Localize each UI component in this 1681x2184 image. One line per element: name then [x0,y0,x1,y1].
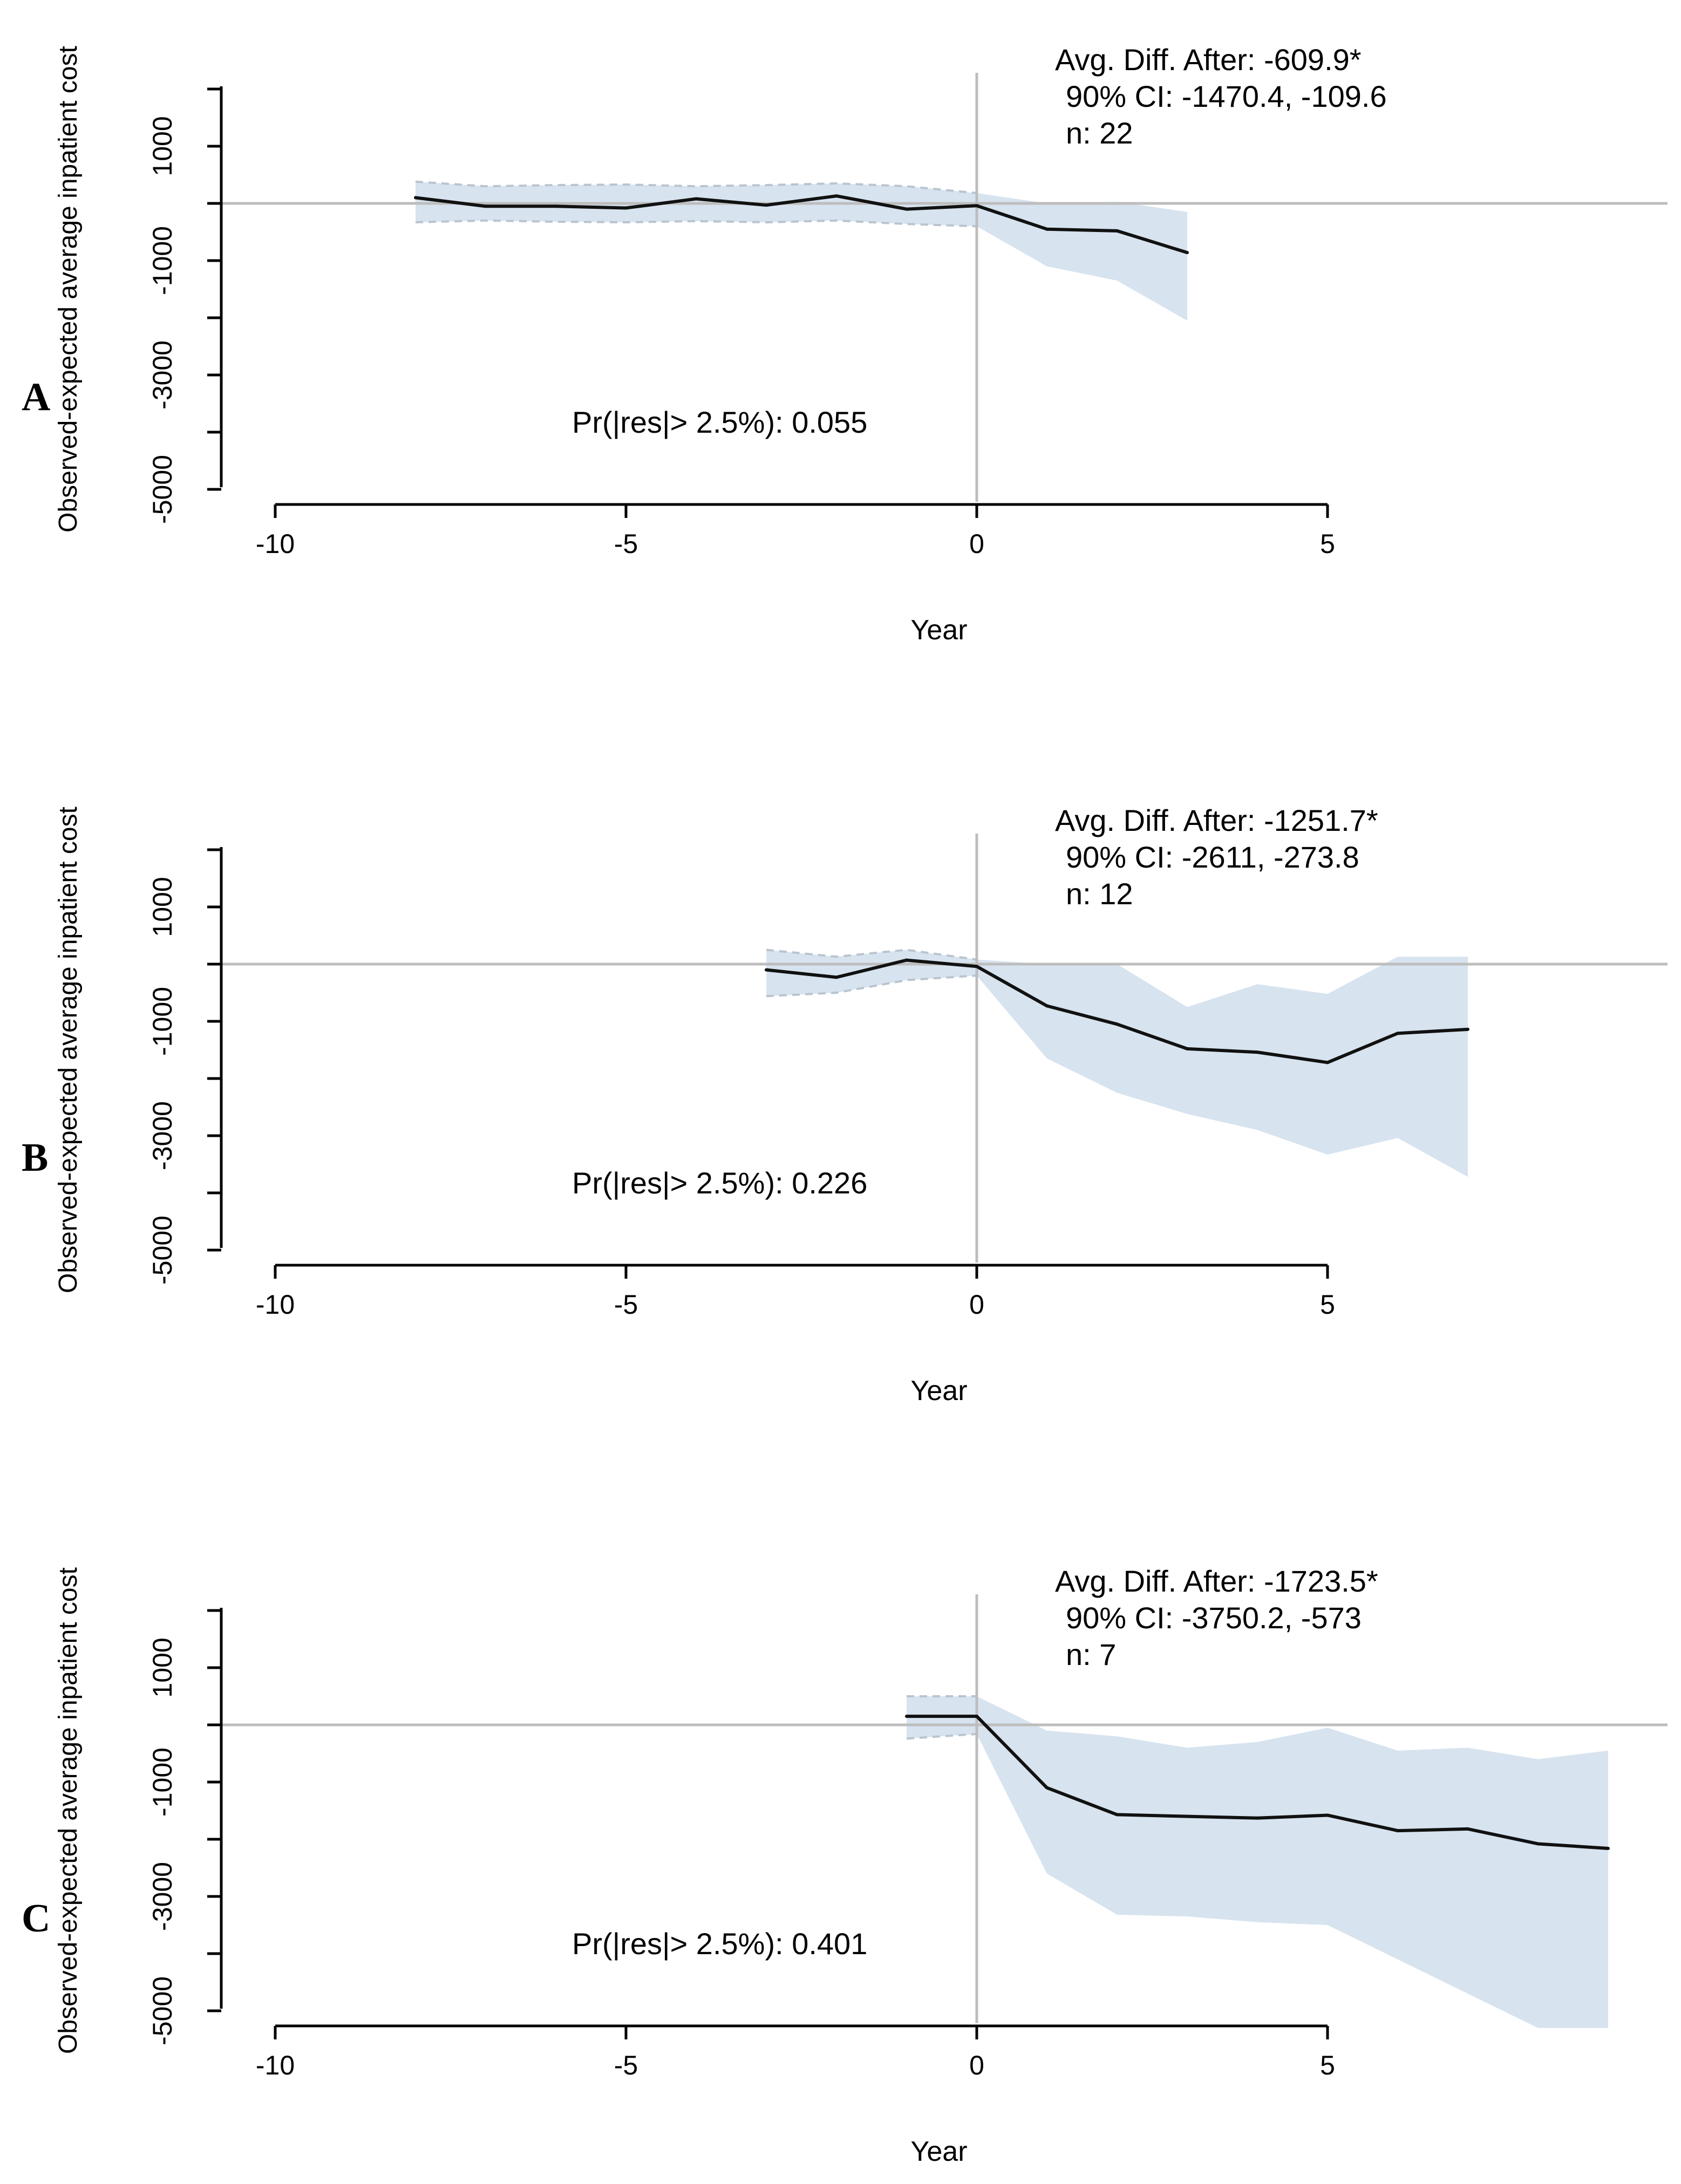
data-point [695,197,698,201]
ci-annotation: 90% CI: -2611, -273.8 [1066,840,1359,874]
pr-annotation: Pr(|res|> 2.5%): 0.401 [572,1927,867,1961]
y-tick-label: 1000 [147,877,178,937]
y-axis-title: Observed-expected average inpatient cost [54,46,83,533]
confidence-band [416,181,1187,321]
data-point [1256,1816,1259,1820]
y-tick-label: -5000 [147,1976,178,2045]
y-tick-label: -1000 [147,987,178,1056]
data-point [1396,1829,1399,1833]
data-point [975,204,978,208]
data-point [1115,1022,1119,1026]
data-point [1607,1846,1610,1850]
data-point [835,194,838,198]
n-annotation: n: 7 [1066,1637,1116,1671]
data-point [1186,1047,1189,1050]
y-tick-label: -5000 [147,1216,178,1285]
data-point [1045,1786,1049,1790]
y-tick-label: 1000 [147,1637,178,1697]
panel-letter: A [22,375,50,419]
data-point [975,1715,978,1718]
x-tick-label: -5 [614,1289,638,1320]
y-tick-label: -5000 [147,455,178,524]
pre-period-upper-bound [766,948,977,961]
x-tick-label: 0 [969,529,984,559]
pr-annotation: Pr(|res|> 2.5%): 0.226 [572,1166,867,1200]
data-point [765,968,768,972]
data-point [1326,1061,1329,1064]
panel-b: -5000 -3000 -1000 1000 -10 -5 0 5 Year Observed-e… [22,803,1668,1407]
pre-period-upper-bound [415,180,977,194]
data-point [1186,1814,1189,1818]
x-tick-label: 5 [1320,2050,1335,2080]
n-annotation: n: 12 [1066,877,1133,911]
panel-letter: C [22,1896,50,1941]
avg-diff-annotation: Avg. Diff. After: -1251.7* [1055,803,1378,837]
y-tick-label: 1000 [147,116,178,176]
x-tick-label: 0 [969,2050,984,2080]
data-point [1045,1004,1049,1008]
pre-period-lower-bound [766,974,977,998]
y-tick-label: -1000 [147,226,178,295]
x-axis-title: Year [910,2136,967,2167]
y-tick-label: -3000 [147,1101,178,1170]
data-point [1536,1842,1540,1846]
data-point [1466,1827,1469,1831]
confidence-band [907,1696,1608,2028]
series-line [415,194,1188,255]
n-annotation: n: 22 [1066,116,1133,150]
x-tick-label: 5 [1320,529,1335,559]
x-tick-label: -10 [256,2050,295,2080]
x-axis-title: Year [910,615,967,646]
data-point [1045,227,1049,231]
y-axis-title: Observed-expected average inpatient cost [54,807,83,1293]
data-point [1256,1050,1259,1054]
data-point [1466,1027,1469,1031]
panel-c: -5000 -3000 -1000 1000 -10 -5 0 5 Year Observed-e… [22,1564,1668,2167]
data-point [414,196,417,200]
data-point [1326,1813,1329,1817]
data-point [905,1715,908,1718]
x-tick-label: 5 [1320,1289,1335,1320]
data-point [484,204,487,208]
pre-period-lower-bound [906,1732,977,1740]
ci-annotation: 90% CI: -1470.4, -109.6 [1066,79,1387,113]
confidence-band [766,950,1468,1177]
data-point [1115,1813,1119,1817]
x-tick-label: 0 [969,1289,984,1320]
x-tick-label: -10 [256,1289,295,1320]
pre-period-lower-bound [415,219,977,228]
x-tick-label: -5 [614,529,638,559]
y-tick-label: -3000 [147,340,178,410]
ci-annotation: 90% CI: -3750.2, -573 [1066,1601,1362,1635]
data-point [905,958,908,962]
data-point [765,203,768,207]
data-point [975,965,978,968]
pr-annotation: Pr(|res|> 2.5%): 0.055 [572,405,867,439]
panel-letter: B [22,1136,48,1180]
y-tick-label: -1000 [147,1748,178,1817]
data-point [554,204,557,208]
data-point [1115,229,1119,233]
data-point [905,207,908,211]
x-tick-label: -10 [256,529,295,559]
data-point [1186,251,1189,255]
x-axis-title: Year [910,1375,967,1407]
data-point [835,975,838,979]
y-tick-label: -3000 [147,1862,178,1931]
avg-diff-annotation: Avg. Diff. After: -609.9* [1055,43,1362,77]
y-axis-title: Observed-expected average inpatient cost [54,1567,83,2054]
data-point [624,206,628,210]
x-tick-label: -5 [614,2050,638,2080]
avg-diff-annotation: Avg. Diff. After: -1723.5* [1055,1564,1378,1598]
data-point [1396,1032,1399,1035]
panel-a: -5000 -3000 -1000 1000 -10 -5 0 5 Year Observed-e… [22,43,1668,646]
